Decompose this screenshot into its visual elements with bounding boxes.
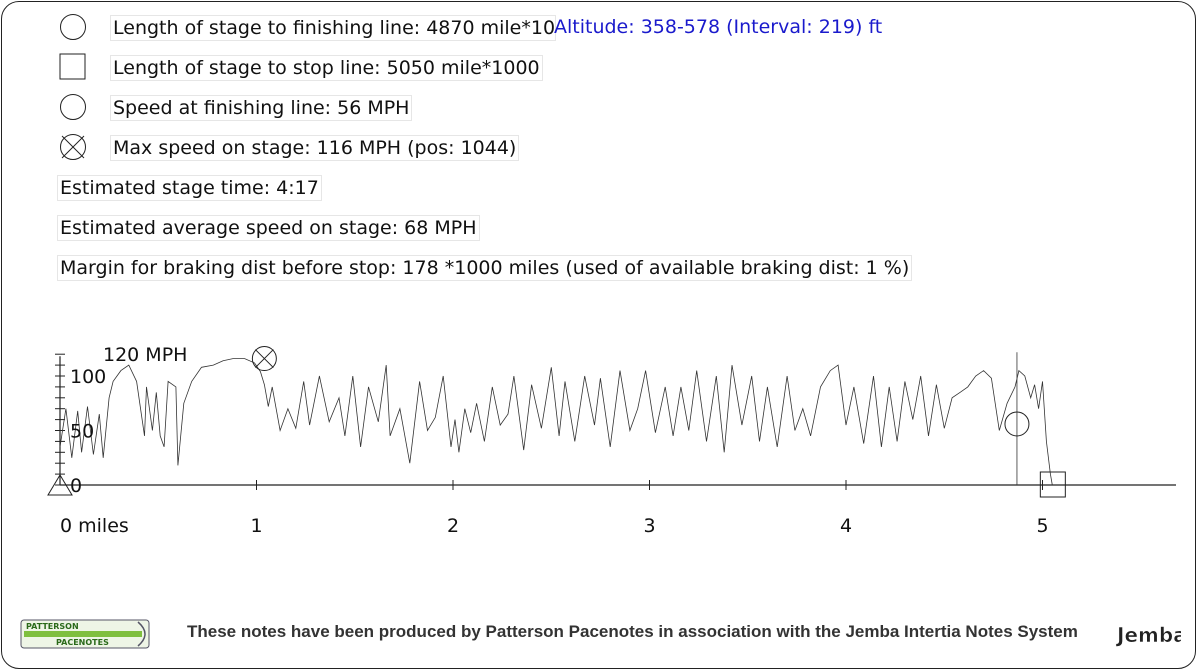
- x-tick-label: 2: [447, 515, 459, 537]
- max-speed-marker-cross: [255, 349, 274, 368]
- finish-circle-icon: [60, 14, 86, 40]
- y-tick-label: 100: [70, 366, 106, 388]
- stop-length-label: Length of stage to stop line: 5050 mile*…: [110, 55, 543, 81]
- y-tick-label: 50: [70, 421, 94, 443]
- speed-circle-icon: [60, 94, 86, 120]
- finish-length-label: Length of stage to finishing line: 4870 …: [110, 15, 556, 41]
- y-tick-label: 0: [70, 475, 82, 497]
- max-speed-label: Max speed on stage: 116 MPH (pos: 1044): [110, 135, 520, 161]
- altitude-label: Altitude: 358-578 (Interval: 219) ft: [554, 16, 883, 38]
- x-tick-label: 4: [840, 515, 852, 537]
- jemba-logo-text: Jemba: [1115, 623, 1181, 647]
- logo-left-top-text: PATTERSON: [26, 622, 79, 631]
- x-tick-label: 3: [643, 515, 655, 537]
- max-speed-marker-icon: [251, 346, 277, 372]
- max-speed-crossed-circle-icon: [60, 134, 86, 160]
- speed-series-line: [59, 358, 1053, 486]
- avg-speed-label: Estimated average speed on stage: 68 MPH: [57, 215, 480, 241]
- stage-time-label: Estimated stage time: 4:17: [57, 175, 322, 201]
- stop-marker-icon: [1039, 471, 1066, 498]
- x-tick-label: 5: [1036, 515, 1048, 537]
- x-tick-label: 0 miles: [60, 515, 129, 537]
- footer-credit-text: These notes have been produced by Patter…: [187, 622, 1078, 641]
- braking-margin-label: Margin for braking dist before stop: 178…: [57, 255, 913, 281]
- y-max-label: 120 MPH: [103, 344, 187, 366]
- x-tick-label: 1: [250, 515, 262, 537]
- finish-speed-label: Speed at finishing line: 56 MPH: [110, 95, 413, 121]
- logo-left-bottom-text: PACENOTES: [56, 638, 109, 647]
- finish-marker-icon: [1004, 411, 1030, 437]
- stop-square-icon: [59, 53, 86, 80]
- jemba-logo: Jemba: [1115, 623, 1181, 648]
- start-marker-icon: [47, 474, 73, 496]
- patterson-pacenotes-logo: PATTERSON PACENOTES: [20, 619, 150, 649]
